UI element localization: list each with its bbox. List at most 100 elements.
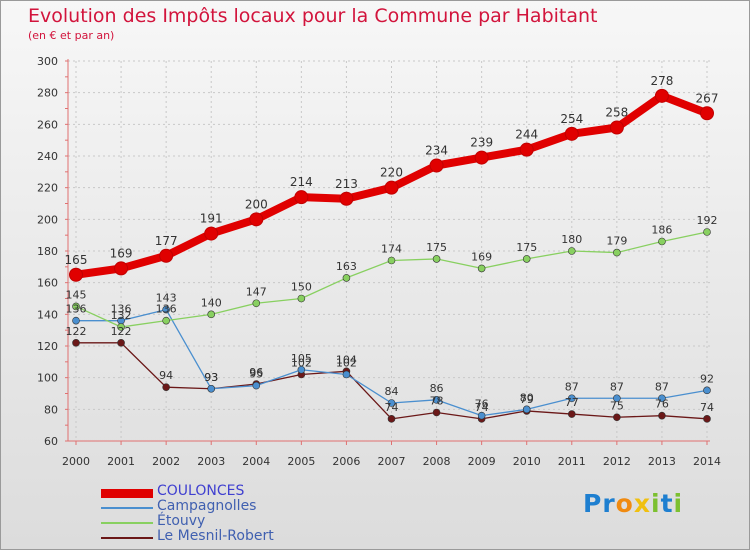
y-tick-label: 180: [37, 245, 58, 258]
x-tick-label: 2002: [152, 455, 180, 468]
data-point: [342, 274, 351, 282]
data-label: 220: [380, 166, 403, 180]
data-label: 87: [655, 380, 669, 393]
legend-swatch: [101, 537, 153, 539]
data-label: 87: [565, 380, 579, 393]
data-label: 74: [385, 401, 399, 414]
data-label: 174: [381, 243, 402, 256]
data-point: [522, 405, 531, 414]
data-point: [432, 408, 441, 417]
data-point: [564, 126, 579, 141]
logo-letter: o: [615, 489, 634, 518]
x-tick-label: 2001: [107, 455, 135, 468]
logo-letter: x: [633, 489, 651, 518]
data-label: 163: [336, 260, 357, 273]
x-tick-label: 2014: [693, 455, 721, 468]
data-point: [613, 394, 621, 403]
data-point: [703, 228, 711, 236]
logo-letter: i: [673, 489, 684, 518]
x-tick-label: 2012: [603, 455, 631, 468]
data-label: 145: [66, 288, 87, 301]
x-tick-label: 2004: [242, 455, 270, 468]
y-tick-label: 220: [37, 182, 58, 195]
data-label: 186: [651, 224, 672, 237]
data-label: 165: [65, 253, 88, 267]
y-tick-label: 100: [37, 372, 58, 385]
data-label: 278: [650, 74, 673, 88]
data-point: [567, 247, 576, 255]
data-label: 80: [520, 391, 534, 404]
legend-swatch: [101, 507, 153, 509]
data-label: 86: [430, 382, 444, 395]
data-point: [613, 248, 621, 257]
data-label: 191: [200, 212, 223, 226]
data-label: 74: [475, 401, 489, 414]
logo-letter: P: [583, 489, 603, 518]
x-tick-label: 2008: [423, 455, 451, 468]
data-point: [297, 365, 306, 374]
x-tick-label: 2000: [62, 455, 90, 468]
data-point: [474, 150, 489, 165]
data-point: [72, 339, 80, 347]
data-point: [72, 316, 80, 325]
data-point: [429, 158, 444, 173]
data-label: 84: [385, 385, 399, 398]
series-coulonces: [69, 88, 714, 282]
data-point: [477, 411, 486, 420]
data-point: [477, 264, 486, 273]
x-tick-label: 2005: [287, 455, 315, 468]
data-label: 102: [336, 357, 357, 370]
x-tick-label: 2009: [468, 455, 496, 468]
data-label: 192: [697, 214, 718, 227]
data-point: [162, 383, 170, 391]
x-tick-label: 2010: [513, 455, 541, 468]
chart-subtitle: (en € et par an): [28, 29, 115, 42]
data-point: [658, 237, 666, 246]
data-point: [658, 411, 666, 420]
data-point: [703, 386, 711, 395]
data-point: [654, 88, 669, 103]
y-tick-label: 280: [37, 87, 58, 100]
data-point: [339, 191, 354, 206]
data-point: [522, 255, 531, 263]
data-point: [162, 316, 170, 325]
data-point: [387, 399, 396, 407]
x-tick-label: 2011: [558, 455, 586, 468]
y-tick-label: 60: [44, 435, 58, 448]
data-point: [117, 339, 125, 347]
data-label: 75: [610, 399, 624, 412]
series-campagnolles: [72, 305, 711, 420]
data-label: 169: [110, 246, 133, 260]
data-label: 136: [66, 303, 87, 316]
legend-label: Le Mesnil-Robert: [157, 528, 274, 544]
data-label: 104: [336, 353, 357, 366]
x-tick-label: 2007: [378, 455, 406, 468]
data-point: [609, 120, 624, 135]
data-point: [613, 413, 621, 422]
data-point: [207, 310, 216, 319]
data-label: 136: [156, 303, 177, 316]
data-label: 143: [156, 292, 177, 305]
data-point: [114, 261, 129, 276]
data-label: 122: [111, 325, 132, 338]
data-point: [162, 305, 170, 314]
y-tick-label: 200: [37, 213, 58, 226]
data-point: [519, 142, 534, 157]
logo-letter: t: [660, 489, 674, 518]
data-label: 239: [470, 136, 493, 150]
data-point: [159, 248, 174, 263]
chart-title: Evolution des Impôts locaux pour la Comm…: [28, 5, 598, 27]
y-tick-label: 120: [37, 340, 58, 353]
data-label: 175: [516, 241, 537, 254]
x-tick-label: 2003: [197, 455, 225, 468]
data-label: 179: [606, 235, 627, 248]
x-tick-label: 2006: [332, 455, 360, 468]
data-label: 74: [700, 401, 714, 414]
data-label: 147: [246, 285, 267, 298]
data-point: [432, 396, 441, 404]
data-point: [700, 106, 714, 121]
data-point: [432, 255, 441, 263]
data-label: 122: [66, 325, 87, 338]
